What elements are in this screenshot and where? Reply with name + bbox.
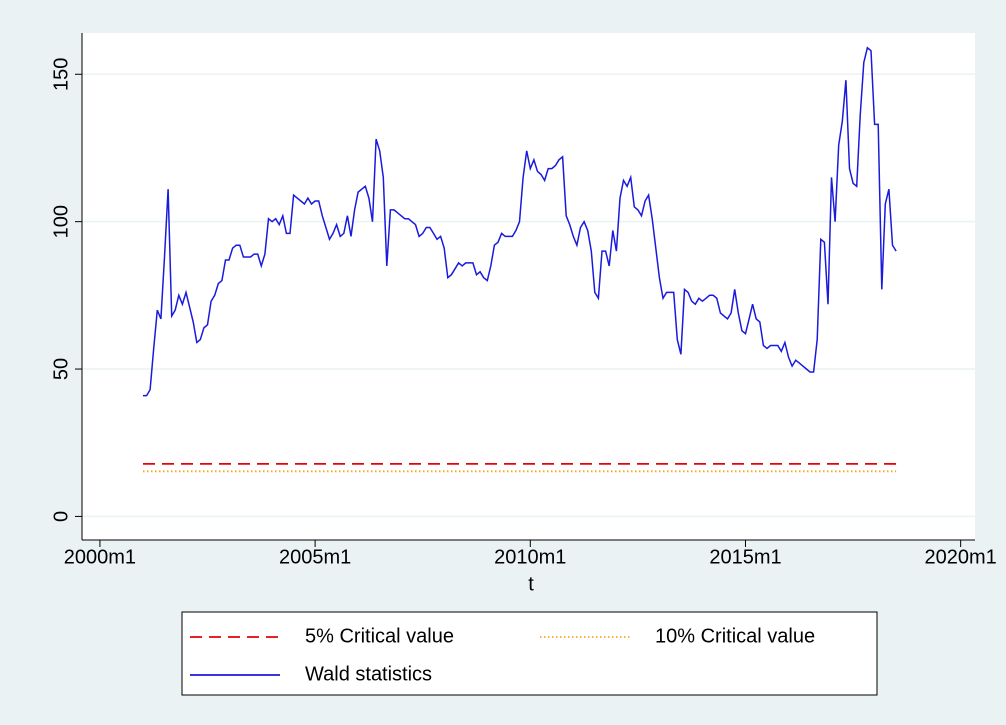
plot-area — [82, 33, 975, 540]
x-tick-label: 2020m1 — [925, 546, 997, 568]
y-tick-label: 0 — [50, 511, 72, 522]
x-tick-label: 2005m1 — [279, 546, 351, 568]
legend-label: Wald statistics — [305, 663, 432, 685]
x-tick-label: 2015m1 — [709, 546, 781, 568]
y-tick-label: 150 — [50, 58, 72, 91]
legend-label: 10% Critical value — [655, 625, 815, 647]
legend — [181, 611, 878, 696]
legend-label: 5% Critical value — [305, 625, 454, 647]
y-tick-label: 50 — [50, 358, 72, 380]
x-tick-label: 2010m1 — [494, 546, 566, 568]
series-line — [143, 46, 897, 397]
x-tick-label: 2000m1 — [64, 546, 136, 568]
y-tick-label: 100 — [50, 205, 72, 238]
x-axis-label: t — [528, 573, 534, 595]
